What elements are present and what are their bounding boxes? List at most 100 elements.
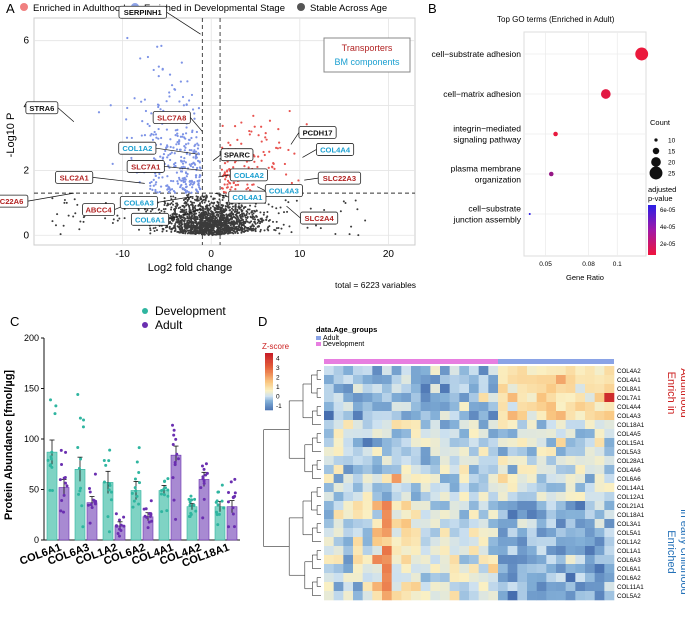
volcano-label-leader	[290, 132, 300, 145]
heat-cell	[536, 393, 547, 403]
volcano-point-dev	[149, 184, 152, 187]
volcano-point-stable	[189, 224, 192, 227]
heat-cell	[478, 573, 489, 583]
heat-cell	[507, 573, 518, 583]
heat-scale-tick: 3	[276, 365, 280, 372]
heat-cell	[459, 573, 470, 583]
heat-cell	[498, 420, 508, 430]
volcano-point-adult	[265, 138, 268, 141]
heat-cell	[353, 429, 363, 439]
volcano-point-dev	[190, 149, 193, 152]
heat-cell	[440, 519, 450, 529]
volcano-label-col6a3: COL6A3	[124, 198, 154, 207]
volcano-point-stable	[182, 209, 185, 212]
volcano-label-leader	[155, 147, 198, 155]
heat-cell	[575, 546, 586, 556]
heat-cell	[556, 501, 566, 511]
bar-sample-point	[165, 509, 169, 513]
heat-row-label: COL1A1	[617, 548, 641, 555]
volcano-point-stable	[195, 195, 198, 198]
volcano-point-stable	[220, 214, 223, 217]
volcano-point-stable	[187, 213, 190, 216]
bar-sample-point	[115, 524, 119, 528]
heat-cell	[507, 438, 518, 448]
volcano-point-stable	[249, 225, 252, 228]
heat-cell	[517, 393, 528, 403]
heat-cell	[391, 456, 402, 466]
heat-cell	[430, 519, 441, 529]
heat-cell	[382, 483, 392, 493]
heat-cell	[362, 438, 373, 448]
heat-cell	[449, 447, 460, 457]
go-color-tick: 4e-05	[660, 225, 676, 231]
heat-cell	[343, 591, 354, 601]
heat-cell	[430, 546, 441, 556]
heat-cell	[517, 546, 528, 556]
heat-cell	[449, 384, 460, 394]
go-size-legend-label: 20	[668, 160, 676, 167]
heat-cell	[333, 573, 344, 583]
heat-cell	[459, 537, 470, 547]
volcano-point-stable	[181, 223, 184, 226]
heat-cell	[594, 402, 605, 412]
heat-cell	[420, 528, 431, 538]
heat-scale-tick: 2	[276, 374, 280, 381]
heat-cell	[565, 384, 576, 394]
volcano-point-stable	[191, 214, 194, 217]
volcano-point-dev	[185, 175, 188, 178]
category-legend-box	[323, 37, 411, 73]
volcano-point-stable	[190, 212, 193, 215]
heat-cell	[478, 591, 489, 601]
heat-cell	[353, 420, 363, 430]
volcano-point-stable	[170, 228, 173, 231]
heat-cell	[585, 492, 595, 502]
heat-scale-segment	[265, 385, 273, 388]
heat-cell	[604, 555, 615, 565]
bar-sample-point	[216, 503, 220, 507]
volcano-point-stable	[202, 210, 205, 213]
heat-cell	[324, 564, 334, 574]
heat-cell	[411, 393, 421, 403]
volcano-label-sparc: SPARC	[224, 151, 251, 160]
bar-sample-point	[192, 503, 196, 507]
bar-sample-point	[107, 530, 111, 534]
heat-cell	[353, 573, 363, 583]
volcano-point-dev	[176, 180, 179, 183]
volcano-label-col4a2: COL4A2	[234, 171, 264, 180]
volcano-point-stable	[283, 211, 286, 214]
volcano-point-dev	[198, 174, 201, 177]
volcano-point-stable	[205, 211, 208, 214]
volcano-point-stable	[221, 212, 224, 215]
volcano-point-dev	[173, 191, 177, 194]
volcano-point-stable	[282, 223, 285, 226]
bar-sample-point	[171, 476, 175, 480]
volcano-point-stable	[279, 206, 282, 209]
heat-cell	[333, 483, 344, 493]
volcano-point-dev	[161, 68, 164, 71]
heat-cell	[517, 555, 528, 565]
volcano-point-stable	[246, 208, 249, 211]
volcano-point-stable	[220, 210, 223, 213]
heat-cell	[420, 483, 431, 493]
volcano-point-dev	[173, 152, 176, 155]
bar-sample-point	[226, 500, 230, 504]
heat-cell	[517, 483, 528, 493]
bar-sample-point	[132, 499, 136, 503]
volcano-point-stable	[206, 228, 209, 231]
volcano-point-stable	[334, 233, 337, 236]
heat-cell	[536, 573, 547, 583]
heat-cell	[498, 375, 508, 385]
volcano-point-stable	[174, 205, 177, 208]
heat-scale-segment	[265, 357, 273, 359]
volcano-point-stable	[207, 200, 210, 203]
heat-cell	[478, 555, 489, 565]
heat-cell	[536, 546, 547, 556]
heat-cell	[565, 420, 576, 430]
heat-cell	[498, 438, 508, 448]
volcano-point-stable	[181, 229, 184, 232]
heat-cell	[420, 366, 431, 376]
volcano-point-dev	[150, 132, 153, 136]
heat-cell	[420, 384, 431, 394]
heat-cell	[420, 573, 431, 583]
heat-cell	[382, 510, 392, 520]
